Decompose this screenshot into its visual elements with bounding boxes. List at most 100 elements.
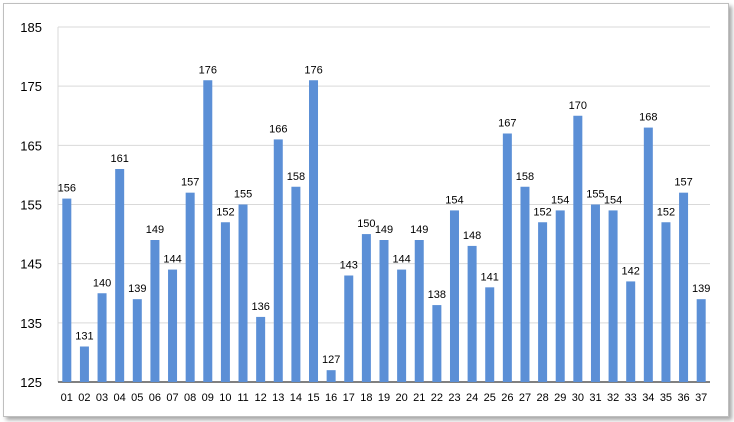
x-tick-label: 37 — [695, 392, 707, 404]
bar — [168, 269, 178, 382]
data-label: 176 — [304, 64, 322, 76]
x-tick-label: 24 — [466, 392, 478, 404]
bar — [397, 269, 407, 382]
bar — [696, 299, 706, 382]
x-tick-label: 28 — [536, 392, 548, 404]
x-tick-label: 19 — [378, 392, 390, 404]
x-tick-label: 32 — [607, 392, 619, 404]
bar — [132, 299, 142, 382]
data-label: 170 — [569, 100, 587, 112]
data-label: 141 — [481, 271, 499, 283]
data-label: 149 — [410, 224, 428, 236]
bar — [203, 80, 213, 382]
bar — [326, 370, 336, 382]
data-label: 149 — [146, 224, 164, 236]
data-label: 167 — [498, 118, 516, 130]
data-label: 138 — [428, 289, 446, 301]
data-label: 156 — [58, 183, 76, 195]
bar — [485, 287, 495, 382]
bar — [185, 192, 195, 382]
bar — [344, 275, 354, 382]
data-label: 139 — [692, 283, 710, 295]
x-tick-label: 29 — [554, 392, 566, 404]
x-tick-label: 34 — [642, 392, 654, 404]
bar — [643, 127, 653, 382]
bar — [573, 115, 583, 382]
bar — [502, 133, 512, 382]
x-tick-label: 33 — [625, 392, 637, 404]
data-label: 166 — [269, 123, 287, 135]
data-label: 149 — [375, 224, 393, 236]
x-tick-label: 17 — [343, 392, 355, 404]
y-tick-label: 185 — [20, 20, 42, 35]
x-tick-label: 30 — [572, 392, 584, 404]
bar — [273, 139, 283, 382]
data-label: 155 — [586, 189, 604, 201]
data-label: 176 — [199, 64, 217, 76]
bar — [291, 186, 301, 382]
x-tick-label: 13 — [272, 392, 284, 404]
data-label: 152 — [216, 206, 234, 218]
y-tick-label: 155 — [20, 198, 42, 213]
x-tick-label: 22 — [431, 392, 443, 404]
bar — [590, 204, 600, 382]
bar — [62, 198, 72, 382]
x-tick-label: 12 — [255, 392, 267, 404]
x-tick-label: 26 — [501, 392, 513, 404]
x-tick-label: 18 — [360, 392, 372, 404]
data-label: 158 — [287, 171, 305, 183]
x-tick-label: 01 — [61, 392, 73, 404]
x-tick-label: 25 — [484, 392, 496, 404]
x-tick-label: 03 — [96, 392, 108, 404]
bar — [555, 210, 565, 382]
data-label: 142 — [622, 265, 640, 277]
data-label: 131 — [75, 331, 93, 343]
data-label: 144 — [163, 254, 181, 266]
bar — [238, 204, 248, 382]
x-tick-label: 07 — [166, 392, 178, 404]
data-label: 157 — [674, 177, 692, 189]
data-label: 157 — [181, 177, 199, 189]
data-label: 148 — [463, 230, 481, 242]
bar — [626, 281, 636, 382]
bar — [256, 316, 266, 382]
bar — [538, 222, 548, 382]
bar — [608, 210, 618, 382]
x-tick-label: 31 — [589, 392, 601, 404]
bar — [379, 240, 389, 382]
bar — [115, 169, 125, 382]
x-tick-label: 16 — [325, 392, 337, 404]
data-label: 140 — [93, 277, 111, 289]
x-tick-label: 14 — [290, 392, 302, 404]
bar — [361, 234, 371, 382]
x-tick-label: 10 — [219, 392, 231, 404]
data-label: 152 — [657, 206, 675, 218]
data-label: 154 — [551, 194, 569, 206]
x-tick-label: 27 — [519, 392, 531, 404]
data-label: 154 — [604, 194, 622, 206]
x-tick-label: 23 — [448, 392, 460, 404]
x-tick-label: 11 — [237, 392, 248, 404]
data-label: 150 — [357, 218, 375, 230]
data-label: 158 — [516, 171, 534, 183]
y-tick-label: 135 — [20, 316, 42, 331]
bar — [97, 293, 107, 382]
bar — [520, 186, 530, 382]
y-tick-label: 125 — [20, 375, 42, 390]
x-tick-label: 15 — [307, 392, 319, 404]
bar — [309, 80, 319, 382]
bar — [449, 210, 459, 382]
data-label: 144 — [392, 254, 410, 266]
bar — [679, 192, 689, 382]
data-label: 139 — [128, 283, 146, 295]
data-label: 161 — [110, 153, 128, 165]
bar — [661, 222, 671, 382]
x-tick-label: 06 — [149, 392, 161, 404]
x-tick-label: 36 — [677, 392, 689, 404]
data-label: 152 — [533, 206, 551, 218]
x-tick-label: 21 — [413, 392, 425, 404]
x-tick-label: 08 — [184, 392, 196, 404]
data-label: 136 — [251, 301, 269, 313]
x-tick-label: 05 — [131, 392, 143, 404]
x-tick-label: 02 — [78, 392, 90, 404]
